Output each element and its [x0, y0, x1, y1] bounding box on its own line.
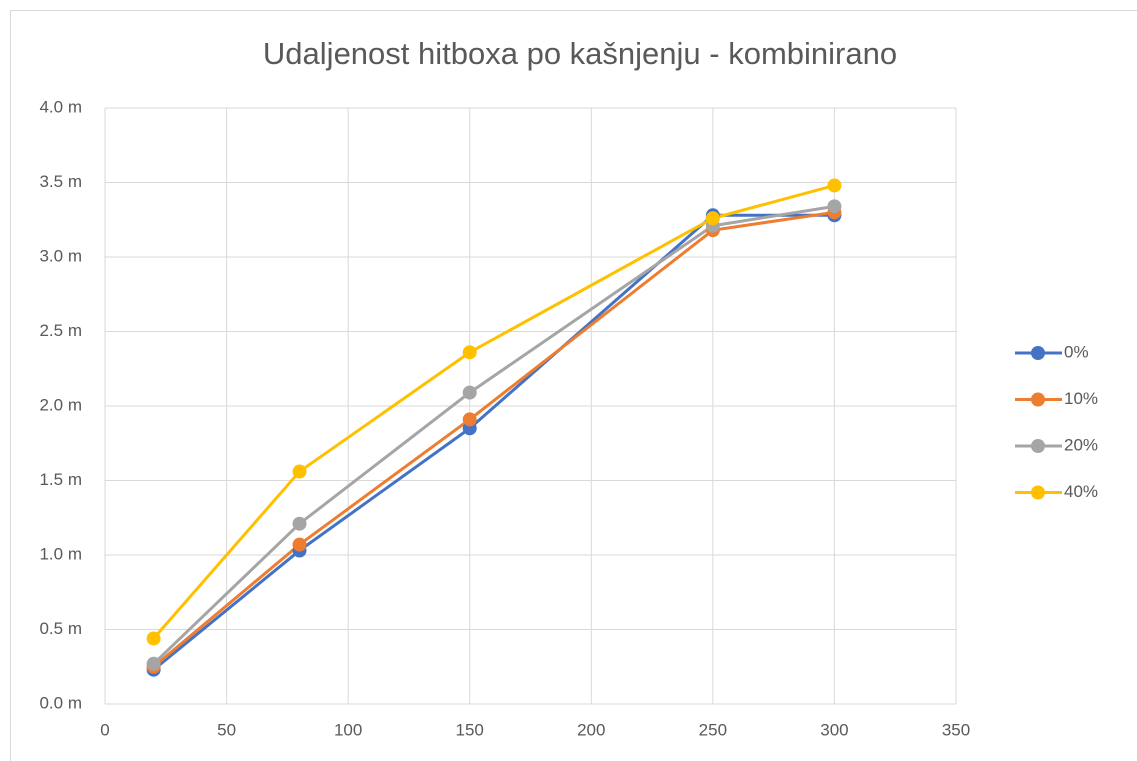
x-tick-label: 0 [100, 720, 109, 739]
data-point [462, 345, 477, 360]
legend-label: 40% [1064, 482, 1098, 501]
x-tick-label: 350 [942, 720, 970, 739]
x-tick-label: 300 [820, 720, 848, 739]
data-point [462, 412, 477, 427]
data-point [292, 464, 307, 479]
y-tick-label: 1.0 m [39, 544, 82, 563]
y-tick-label: 2.0 m [39, 395, 82, 414]
legend-label: 20% [1064, 435, 1098, 454]
x-tick-label: 150 [456, 720, 484, 739]
x-tick-label: 250 [699, 720, 727, 739]
legend-marker [1031, 485, 1045, 500]
y-tick-label: 1.5 m [39, 470, 82, 489]
x-tick-label: 100 [334, 720, 362, 739]
x-tick-label: 200 [577, 720, 605, 739]
y-tick-label: 3.5 m [39, 172, 82, 191]
legend-marker [1031, 392, 1045, 407]
y-tick-label: 3.0 m [39, 246, 82, 265]
data-point [827, 199, 842, 214]
data-point [292, 516, 307, 531]
data-point [462, 385, 477, 400]
data-point [292, 537, 307, 552]
x-tick-label: 50 [217, 720, 236, 739]
data-point [146, 631, 161, 646]
y-tick-label: 2.5 m [39, 321, 82, 340]
y-tick-label: 4.0 m [39, 97, 82, 116]
data-point [827, 178, 842, 193]
y-tick-label: 0.5 m [39, 619, 82, 638]
data-point [705, 211, 720, 226]
legend-label: 10% [1064, 389, 1098, 408]
legend-marker [1031, 346, 1045, 360]
legend-label: 0% [1064, 342, 1089, 361]
chart-title: Udaljenost hitboxa po kašnjenju - kombin… [263, 36, 897, 71]
chart-frame [10, 10, 1137, 761]
legend-marker [1031, 439, 1045, 453]
y-tick-label: 0.0 m [39, 693, 82, 712]
data-point [146, 656, 161, 671]
